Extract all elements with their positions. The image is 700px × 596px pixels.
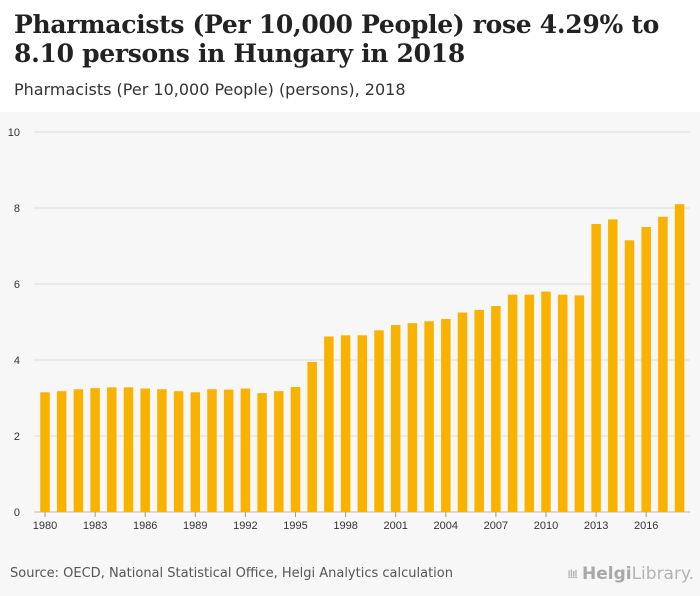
bar xyxy=(374,330,384,512)
page-title: Pharmacists (Per 10,000 People) rose 4.2… xyxy=(14,10,659,68)
bar xyxy=(157,389,167,512)
bar xyxy=(73,389,84,512)
bar xyxy=(257,393,267,512)
x-tick-label: 1992 xyxy=(233,520,257,532)
bar xyxy=(357,335,368,512)
y-tick-label: 8 xyxy=(14,203,20,215)
bar xyxy=(524,294,535,512)
x-tick-label: 2013 xyxy=(584,520,608,532)
chart-subtitle: Pharmacists (Per 10,000 People) (persons… xyxy=(14,80,406,99)
bar xyxy=(457,312,468,512)
bar xyxy=(674,204,685,512)
bar-chart: 0 2 4 6 8 10 1980 1983 1986 1989 1992 1995 1998 2001 2… xyxy=(8,127,690,532)
y-tick-label: 0 xyxy=(14,507,20,519)
bar xyxy=(658,216,668,512)
y-tick-label: 2 xyxy=(14,431,20,443)
bar xyxy=(173,391,184,512)
bar xyxy=(557,294,568,512)
bar xyxy=(307,361,317,512)
bar xyxy=(123,387,134,512)
bar xyxy=(207,389,217,512)
x-tick-label: 1983 xyxy=(83,520,107,532)
bar xyxy=(541,291,551,512)
chart-panel: 0 2 4 6 8 10 1980 1983 1986 1989 1992 1995 1998 2001 2… xyxy=(0,112,700,596)
x-tick-label: 2016 xyxy=(634,520,658,532)
bar xyxy=(56,391,67,512)
x-tick-label: 1986 xyxy=(133,520,157,532)
bar xyxy=(608,219,618,512)
x-tick-label: 1995 xyxy=(283,520,307,532)
library-building-icon xyxy=(568,569,578,579)
x-tick-label: 2010 xyxy=(534,520,558,532)
y-tick-label: 6 xyxy=(14,279,20,291)
bar xyxy=(240,388,251,512)
bar xyxy=(290,386,301,512)
bar xyxy=(574,295,585,512)
bar xyxy=(507,294,518,512)
bar xyxy=(474,309,484,512)
bar xyxy=(624,240,635,513)
bar xyxy=(441,318,451,512)
bar xyxy=(274,391,284,512)
x-tick-label: 1980 xyxy=(33,520,57,532)
y-tick-label: 4 xyxy=(14,355,20,367)
x-tick-label: 1989 xyxy=(183,520,207,532)
bar xyxy=(190,392,201,512)
bar xyxy=(223,389,234,512)
bar xyxy=(591,223,601,512)
bar xyxy=(424,321,434,512)
bar xyxy=(340,335,351,512)
bar xyxy=(407,323,418,512)
bar xyxy=(40,392,50,512)
y-tick-label: 10 xyxy=(8,127,20,139)
bar xyxy=(107,387,117,512)
x-tick-label: 2004 xyxy=(434,520,458,532)
bar xyxy=(390,325,401,512)
helgi-library-logo[interactable]: HelgiLibrary. xyxy=(568,562,694,586)
x-tick-label: 2007 xyxy=(484,520,508,532)
bar xyxy=(491,306,501,512)
bar xyxy=(641,227,651,512)
bar xyxy=(90,388,100,512)
x-tick-label: 2001 xyxy=(383,520,407,532)
source-note: Source: OECD, National Statistical Offic… xyxy=(10,566,453,581)
bar xyxy=(324,336,334,512)
bar xyxy=(140,388,150,512)
x-tick-label: 1998 xyxy=(333,520,357,532)
logo-text: HelgiLibrary. xyxy=(581,564,694,584)
